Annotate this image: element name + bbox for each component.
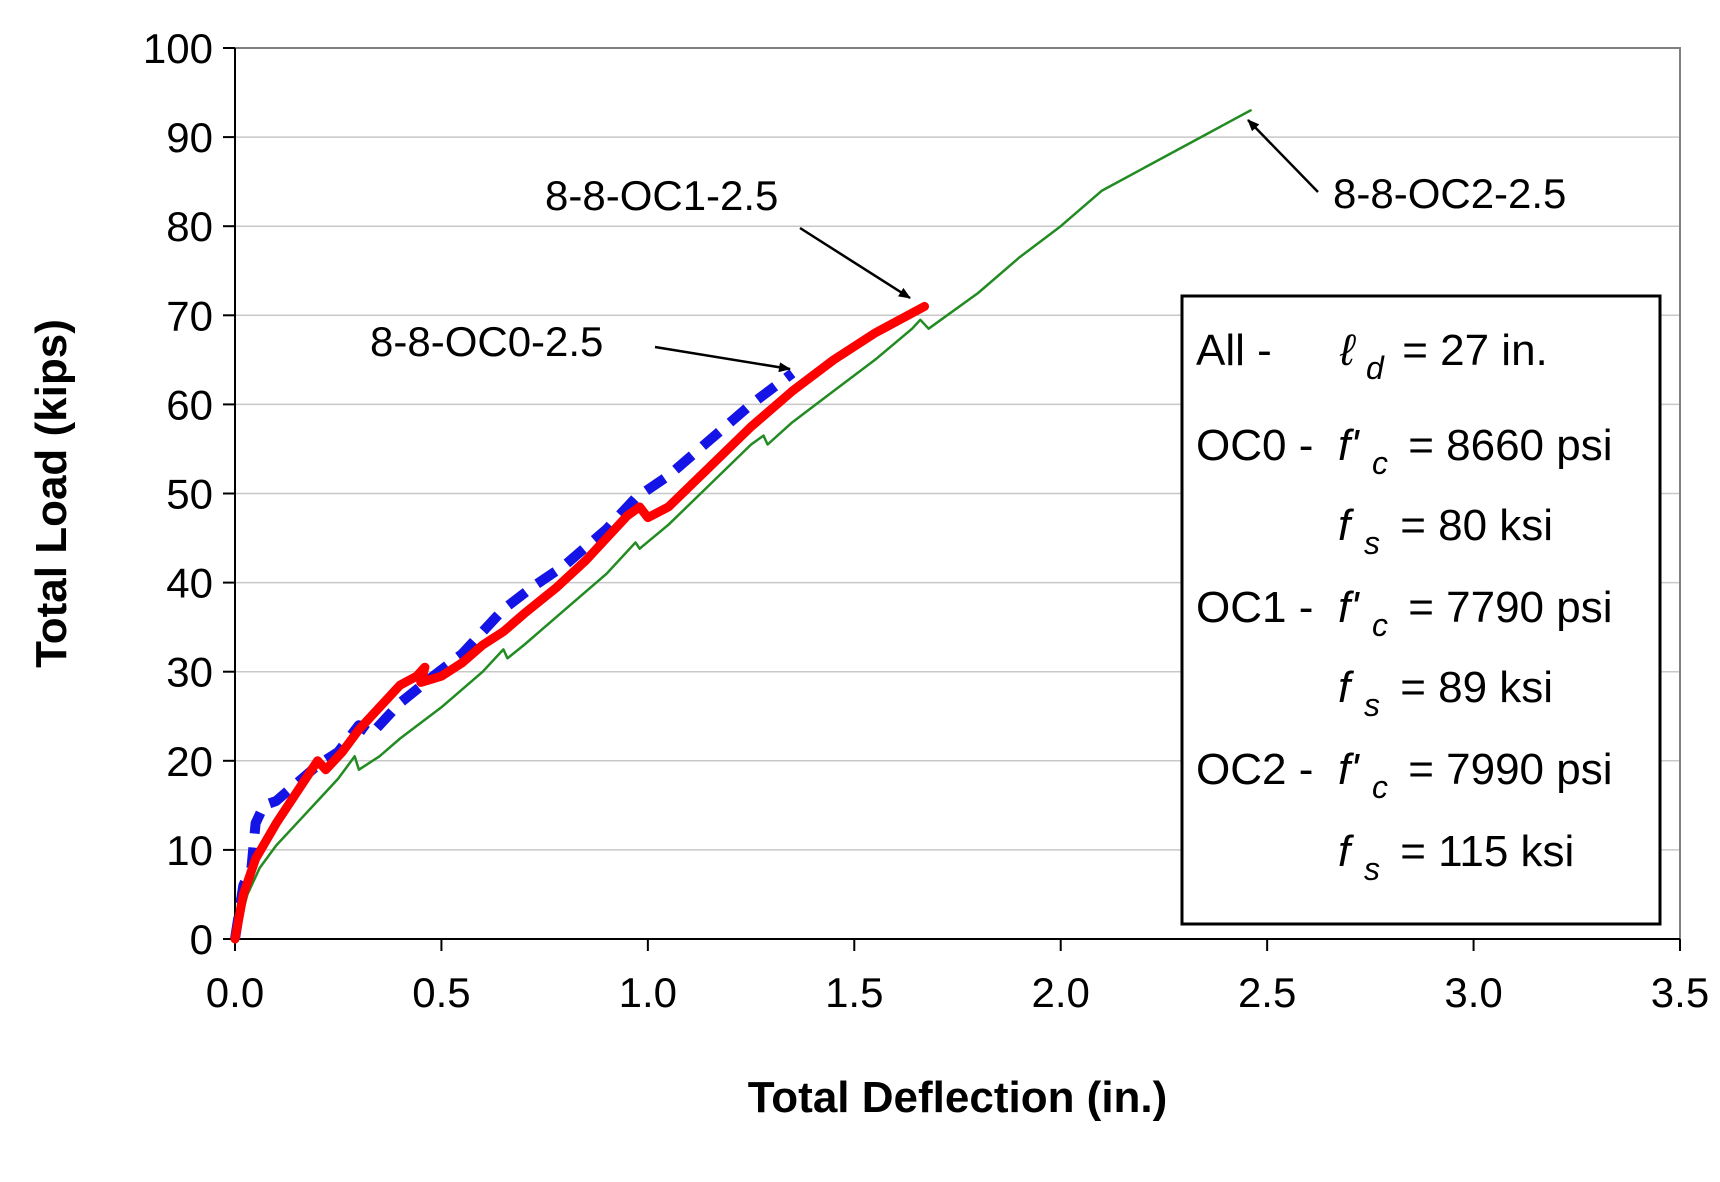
annotations: 8-8-OC0-2.5 8-8-OC1-2.5 8-8-OC2-2.5 <box>370 119 1566 373</box>
y-tick-label: 50 <box>166 471 213 518</box>
y-axis-title: Total Load (kips) <box>27 319 76 668</box>
legend-value: = 89 ksi <box>1388 663 1553 712</box>
legend-value: = 27 in. <box>1390 326 1548 375</box>
legend-prefix: OC1 - <box>1196 583 1313 632</box>
legend-subscript: c <box>1372 607 1388 643</box>
x-tick-label: 1.5 <box>825 969 883 1016</box>
series-line-8-8-OC2-2.5 <box>233 109 1252 941</box>
x-tick-label: 3.0 <box>1444 969 1502 1016</box>
legend-symbol: ℓ <box>1339 326 1356 375</box>
annotation-arrow <box>799 226 911 300</box>
x-axis-title: Total Deflection (in.) <box>748 1073 1168 1122</box>
legend-subscript: d <box>1366 350 1385 386</box>
legend-subscript: s <box>1364 687 1380 723</box>
legend-subscript: c <box>1372 769 1388 805</box>
annotation-arrow <box>654 345 791 373</box>
annotation-label: 8-8-OC2-2.5 <box>1333 170 1566 217</box>
annotation-arrow <box>1247 119 1319 193</box>
legend-value: = 8660 psi <box>1396 421 1613 470</box>
x-tick-label: 0.0 <box>206 969 264 1016</box>
legend-value: = 115 ksi <box>1388 827 1574 876</box>
series-line-8-8-OC0-2.5 <box>230 369 796 940</box>
legend-prefix: OC2 - <box>1196 745 1313 794</box>
y-tick-label: 90 <box>166 114 213 161</box>
x-tick-label: 0.5 <box>412 969 470 1016</box>
y-tick-label: 10 <box>166 827 213 874</box>
y-tick-label: 20 <box>166 738 213 785</box>
legend-symbol: f' <box>1338 745 1360 794</box>
y-tick-label: 60 <box>166 381 213 428</box>
legend-subscript: s <box>1364 525 1380 561</box>
y-tick-label: 0 <box>190 916 213 963</box>
x-tick-label: 3.5 <box>1651 969 1709 1016</box>
y-tick-label: 30 <box>166 649 213 696</box>
series-line-8-8-OC1-2.5 <box>230 301 929 944</box>
series-lines <box>230 109 1252 944</box>
legend-prefix: OC0 - <box>1196 421 1313 470</box>
legend-symbol: f' <box>1338 421 1360 470</box>
annotation-label: 8-8-OC0-2.5 <box>370 318 603 365</box>
x-tick-label: 2.5 <box>1238 969 1296 1016</box>
y-tick-label: 100 <box>143 25 213 72</box>
legend-subscript: s <box>1364 851 1380 887</box>
gridlines <box>235 136 1680 851</box>
legend-value: = 7990 psi <box>1396 745 1613 794</box>
legend-value: = 80 ksi <box>1388 501 1553 550</box>
x-tick-label: 1.0 <box>619 969 677 1016</box>
y-tick-label: 40 <box>166 560 213 607</box>
y-tick-label: 70 <box>166 292 213 339</box>
legend-frame <box>1180 294 1662 926</box>
legend-symbol: f' <box>1338 583 1360 632</box>
annotation-label: 8-8-OC1-2.5 <box>545 172 778 219</box>
axes: 0 10 20 30 40 50 60 70 80 90 100 0.0 0.5 1.0 1.5 2.0 2.5… <box>143 25 1709 1016</box>
legend-prefix: All - <box>1196 326 1272 375</box>
legend-value: = 7790 psi <box>1396 583 1613 632</box>
legend-subscript: c <box>1372 445 1388 481</box>
y-tick-label: 80 <box>166 203 213 250</box>
x-tick-label: 2.0 <box>1032 969 1090 1016</box>
